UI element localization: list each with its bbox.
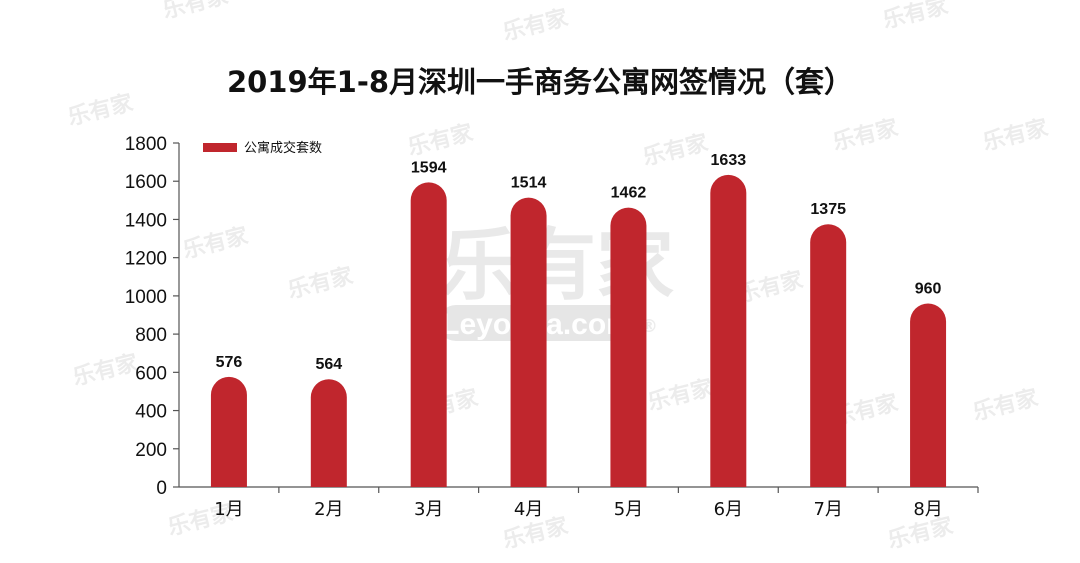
y-tick-label: 1400	[125, 210, 167, 231]
legend-swatch	[203, 143, 237, 152]
x-tick-label: 8月	[913, 499, 942, 520]
bar	[310, 379, 347, 487]
bar	[410, 182, 447, 487]
bar	[610, 207, 647, 487]
x-tick-label: 5月	[614, 499, 643, 520]
watermark-logo: 乐有家	[640, 129, 711, 170]
bar	[810, 224, 847, 487]
legend-label: 公寓成交套数	[244, 140, 322, 156]
x-tick-label: 6月	[714, 499, 743, 520]
bar-value-label: 1375	[810, 201, 846, 218]
watermark-logo: 乐有家	[645, 374, 716, 415]
x-tick-label: 2月	[314, 499, 343, 520]
legend: 公寓成交套数	[203, 140, 322, 156]
chart-title: 2019年1-8月深圳一手商务公寓网签情况（套）	[227, 65, 853, 99]
bar-value-label: 576	[216, 354, 243, 371]
x-tick-label: 1月	[214, 499, 243, 520]
watermark-logo: 乐有家	[70, 349, 141, 390]
y-tick-label: 1800	[125, 134, 167, 155]
axes: 0 200 400 600 800 1000 1200 1400 1600 1800 1月 2月 3月 4…	[125, 134, 979, 520]
x-tick-label: 7月	[813, 499, 842, 520]
y-tick-label: 400	[135, 402, 167, 423]
bar	[510, 197, 547, 487]
y-tick-label: 1200	[125, 249, 167, 270]
bar-value-label: 1594	[411, 159, 447, 176]
y-tick-label: 1000	[125, 287, 167, 308]
bar-value-label: 1462	[611, 185, 647, 202]
y-tick-label: 200	[135, 440, 167, 461]
bar	[710, 174, 747, 487]
watermark-logo: 乐有家	[160, 0, 231, 24]
watermark-logo: 乐有家	[285, 262, 356, 303]
bar	[910, 303, 947, 487]
y-tick-label: 800	[135, 325, 167, 346]
x-tick-label: 4月	[514, 499, 543, 520]
watermark-logo: 乐有家	[180, 222, 251, 263]
bar	[210, 376, 247, 487]
watermark-logo: 乐有家	[970, 384, 1041, 425]
y-tick-label: 1600	[125, 172, 167, 193]
x-tick-label: 3月	[414, 499, 443, 520]
watermark-logo: 乐有家	[880, 0, 951, 34]
watermark-logo: 乐有家	[500, 4, 571, 45]
watermark-logo: 乐有家	[405, 119, 476, 160]
bar-value-label: 1633	[711, 152, 747, 169]
watermark-logo: 乐有家	[980, 114, 1051, 155]
bar-value-label: 1514	[511, 175, 547, 192]
watermark-logo: 乐有家	[830, 114, 901, 155]
watermark-logo: 乐有家	[65, 89, 136, 130]
y-tick-label: 600	[135, 363, 167, 384]
bars: 576 564 1594 1514 1462 1633 1375 960	[210, 152, 947, 487]
y-tick-label: 0	[156, 478, 167, 499]
bar-value-label: 564	[315, 356, 342, 373]
bar-value-label: 960	[915, 281, 942, 298]
